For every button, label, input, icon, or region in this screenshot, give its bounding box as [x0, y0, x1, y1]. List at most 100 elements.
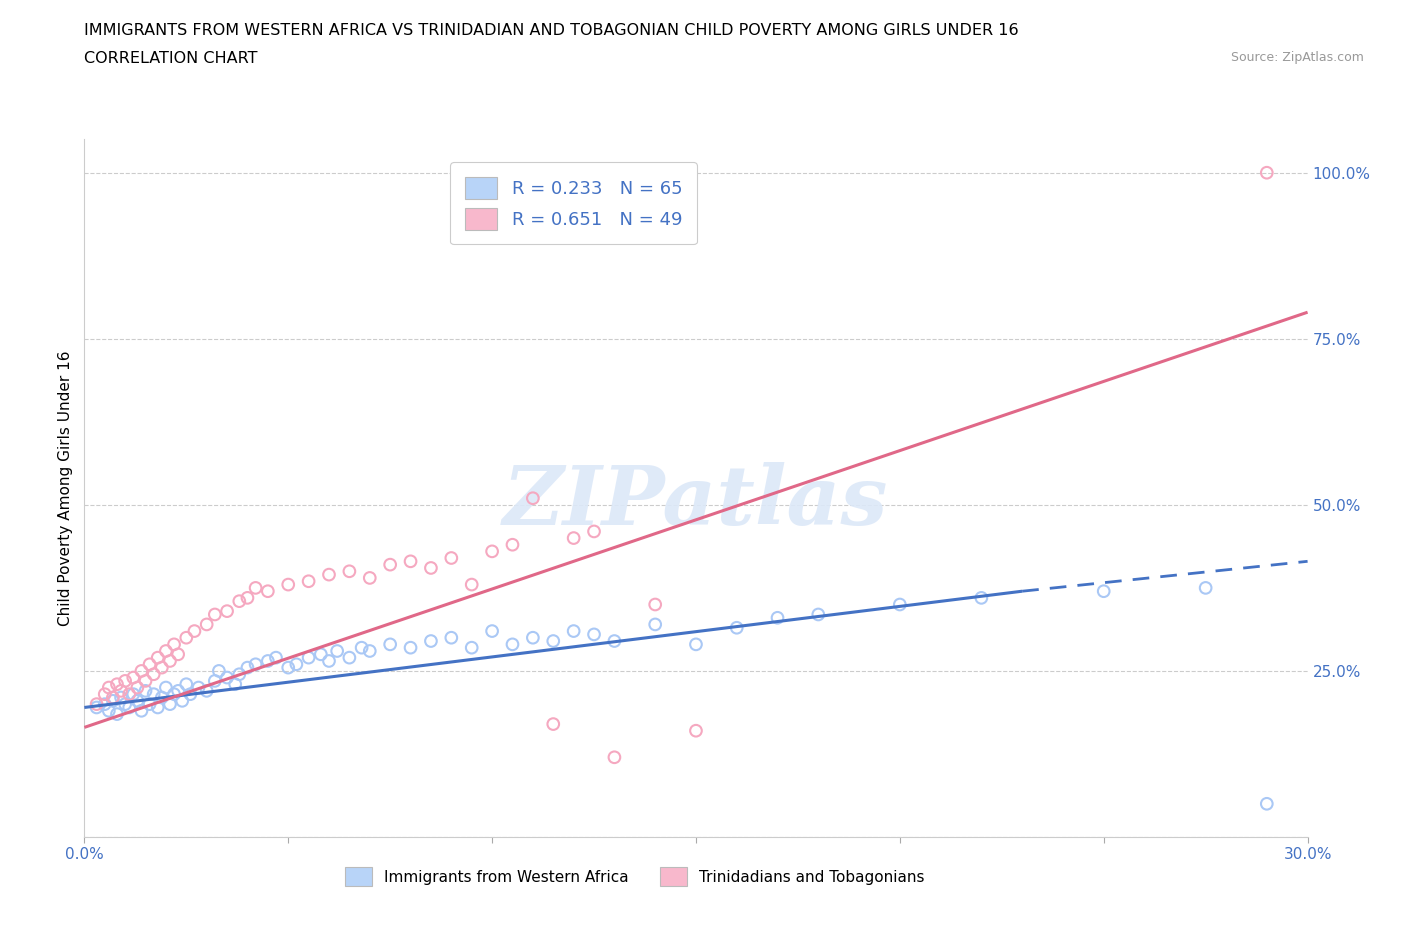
Point [420, 561, 443, 576]
Point [224, 677, 246, 692]
Point [101, 690, 124, 705]
Point [725, 620, 748, 635]
Point [522, 631, 544, 645]
Point [339, 564, 360, 578]
Point [97, 680, 120, 695]
Y-axis label: Child Poverty Among Girls Under 16: Child Poverty Among Girls Under 16 [58, 351, 73, 626]
Point [101, 694, 124, 709]
Point [163, 686, 186, 701]
Point [644, 597, 666, 612]
Point [93, 697, 115, 711]
Point [118, 700, 141, 715]
Point [277, 660, 299, 675]
Point [110, 684, 132, 698]
Point [380, 637, 402, 652]
Point [217, 604, 239, 618]
Point [86, 700, 108, 715]
Text: IMMIGRANTS FROM WESTERN AFRICA VS TRINIDADIAN AND TOBAGONIAN CHILD POVERTY AMONG: IMMIGRANTS FROM WESTERN AFRICA VS TRINID… [84, 23, 1019, 38]
Text: Source: ZipAtlas.com: Source: ZipAtlas.com [1230, 51, 1364, 64]
Point [440, 631, 463, 645]
Point [217, 671, 239, 685]
Point [326, 644, 349, 658]
Point [146, 650, 169, 665]
Point [93, 686, 115, 701]
Point [163, 637, 186, 652]
Point [86, 697, 108, 711]
Point [257, 584, 280, 599]
Point [420, 633, 443, 648]
Point [127, 694, 149, 709]
Point [399, 554, 422, 569]
Point [264, 650, 287, 665]
Point [481, 624, 503, 639]
Point [236, 660, 259, 675]
Point [122, 686, 145, 701]
Point [257, 654, 280, 669]
Point [440, 551, 463, 565]
Point [461, 640, 484, 655]
Point [603, 750, 626, 764]
Point [298, 650, 321, 665]
Point [150, 690, 173, 705]
Point [174, 631, 197, 645]
Point [138, 697, 160, 711]
Point [889, 597, 911, 612]
Point [127, 680, 149, 695]
Point [380, 557, 402, 572]
Point [501, 538, 523, 552]
Point [644, 617, 666, 631]
Point [195, 684, 218, 698]
Point [159, 697, 181, 711]
Point [339, 650, 360, 665]
Point [131, 663, 153, 678]
Point [522, 491, 544, 506]
Point [114, 697, 136, 711]
Point [183, 624, 205, 639]
Point [138, 657, 160, 671]
Point [1256, 796, 1278, 811]
Point [603, 633, 626, 648]
Point [685, 637, 707, 652]
Point [174, 677, 197, 692]
Point [114, 673, 136, 688]
Point [562, 531, 585, 546]
Point [318, 654, 340, 669]
Point [236, 591, 259, 605]
Point [118, 686, 141, 701]
Point [399, 640, 422, 655]
Point [685, 724, 707, 738]
Point [179, 686, 201, 701]
Point [142, 686, 165, 701]
Point [245, 580, 267, 595]
Point [309, 647, 332, 662]
Point [359, 644, 381, 658]
Point [97, 703, 120, 718]
Legend: Immigrants from Western Africa, Trinidadians and Tobagonians: Immigrants from Western Africa, Trinidad… [339, 861, 931, 892]
Point [155, 644, 177, 658]
Point [172, 694, 194, 709]
Point [131, 703, 153, 718]
Point [195, 617, 218, 631]
Point [204, 607, 226, 622]
Point [350, 640, 373, 655]
Point [122, 671, 145, 685]
Point [105, 677, 128, 692]
Text: ZIPatlas: ZIPatlas [503, 462, 889, 542]
Point [228, 593, 250, 608]
Point [208, 663, 231, 678]
Point [285, 657, 308, 671]
Point [318, 567, 340, 582]
Point [543, 717, 565, 732]
Point [187, 680, 209, 695]
Point [155, 680, 177, 695]
Point [135, 684, 157, 698]
Point [970, 591, 993, 605]
Point [481, 544, 503, 559]
Point [582, 524, 605, 538]
Point [807, 607, 830, 622]
Point [228, 667, 250, 682]
Point [110, 690, 132, 705]
Point [1092, 584, 1115, 599]
Point [298, 574, 321, 589]
Point [167, 684, 190, 698]
